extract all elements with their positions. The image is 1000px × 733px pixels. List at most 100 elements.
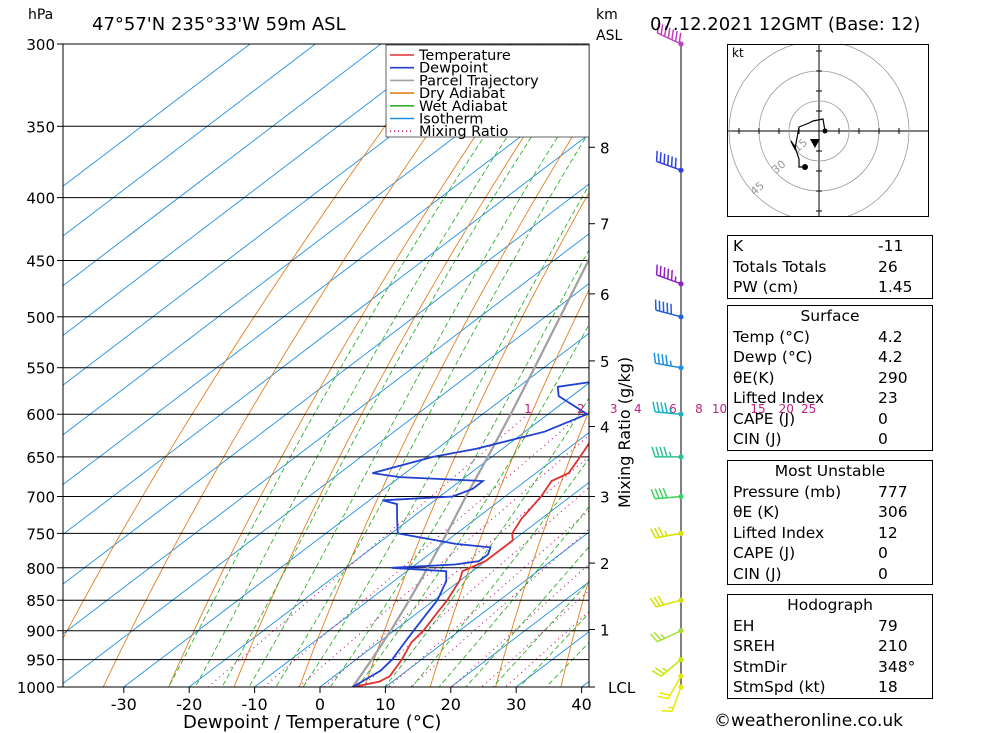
wind-barb-feather <box>665 354 668 366</box>
wind-barb <box>657 675 682 700</box>
temperature-tick-label: 0 <box>315 695 325 714</box>
wind-barb-feather <box>657 353 661 364</box>
height-tick-label: 5 <box>600 353 610 371</box>
wind-barb-feather <box>659 692 671 697</box>
wind-barb-feather <box>661 710 673 713</box>
wind-barb-feather <box>659 152 662 163</box>
wind-barb <box>651 659 682 677</box>
wind-barb-feather <box>659 265 662 277</box>
height-tick-label: 6 <box>600 286 610 304</box>
index-value: -11 <box>873 235 933 257</box>
index-value: 4.2 <box>873 326 933 347</box>
dry-adiabat-line <box>560 577 589 687</box>
index-label: θE(K) <box>727 367 873 388</box>
wind-barb <box>655 264 682 285</box>
wind-barb-feather <box>656 401 660 413</box>
wind-barb-staff <box>655 362 682 369</box>
wind-barb-half-feather <box>660 633 666 639</box>
pressure-tick-label: 950 <box>26 652 55 670</box>
km-label: km <box>596 7 618 23</box>
legend-label: Wet Adiabat <box>419 99 508 115</box>
wind-barb-half-feather <box>662 667 668 672</box>
index-value: 0 <box>873 408 933 429</box>
mixing-ratio-label: 10 <box>712 402 727 416</box>
pressure-tick-label: 850 <box>26 592 55 610</box>
legend-label: Mixing Ratio <box>419 124 509 140</box>
pressure-tick-label: 600 <box>26 406 55 424</box>
legend-label: Dry Adiabat <box>419 86 505 102</box>
isotherm-line <box>123 332 589 687</box>
wet-adiabat-line <box>221 47 589 687</box>
wind-barb-half-feather <box>669 360 672 367</box>
index-label: EH <box>727 615 873 636</box>
index-value: 0 <box>873 563 933 585</box>
indices-table-hodograph: Hodograph EH 79 SREH 210 StmDir 348° StmSpd… <box>727 594 933 699</box>
index-label: Dewp (°C) <box>727 347 873 368</box>
temperature-tick-label: 30 <box>506 695 526 714</box>
mixing-ratio-label: 1 <box>524 402 532 416</box>
wind-barb-feather <box>657 695 669 700</box>
temperature-tick-label: -20 <box>176 695 202 714</box>
isotherm-line <box>253 432 589 687</box>
temperature-line <box>352 441 589 687</box>
wind-barb <box>650 526 682 539</box>
wind-barb-staff <box>655 599 682 608</box>
legend-label: Isotherm <box>419 112 483 128</box>
wind-barb-feather <box>660 402 664 413</box>
mixing-ratio-axis-title: Mixing Ratio (g/kg) <box>615 357 634 508</box>
wind-barb-feather <box>663 446 668 458</box>
wind-barb-feather <box>670 156 673 167</box>
index-label: StmDir <box>727 656 873 677</box>
temperature-tick-label: -30 <box>111 695 137 714</box>
wind-barb-feather <box>649 633 658 643</box>
pressure-tick-label: 400 <box>26 190 55 208</box>
index-label: CIN (J) <box>727 563 873 585</box>
index-label: Pressure (mb) <box>727 481 873 502</box>
dry-adiabat-line <box>495 409 589 687</box>
indices-table-surface: Surface Temp (°C) 4.2 Dewp (°C) 4.2 θE(K) 2… <box>727 305 933 451</box>
index-label: StmSpd (kt) <box>727 677 873 699</box>
wind-barb-staff <box>655 532 682 539</box>
dry-adiabat-line <box>364 191 589 687</box>
wind-barb-feather <box>650 488 656 500</box>
storm-motion-marker <box>810 139 820 148</box>
wind-barb-feather <box>674 30 678 42</box>
pressure-tick-label: 300 <box>26 36 55 54</box>
index-value: 210 <box>873 636 933 657</box>
mixing-ratio-line <box>297 434 589 687</box>
parcel-trajectory-line <box>351 257 589 687</box>
wind-barb-staff <box>655 309 682 318</box>
wind-barb-feather <box>650 528 657 539</box>
height-tick-label: 8 <box>600 139 610 157</box>
profile-lines <box>351 257 589 687</box>
mixing-ratio-label: 4 <box>634 402 642 416</box>
mixing-ratio-label: 3 <box>610 402 618 416</box>
wind-barb <box>651 446 681 458</box>
height-tick-label: 1 <box>600 622 610 640</box>
wind-barb-feather <box>662 487 668 498</box>
wind-barb-staff <box>671 686 682 712</box>
x-axis-title: Dewpoint / Temperature (°C) <box>183 712 441 733</box>
index-label: CAPE (J) <box>727 408 873 429</box>
surface-title: Surface <box>727 305 933 327</box>
index-value: 290 <box>873 367 933 388</box>
asl-label: ASL <box>596 28 622 44</box>
pressure-tick-label: 550 <box>26 360 55 378</box>
pressure-tick-label: 450 <box>26 253 55 271</box>
hodograph-panel: kt 15 30 45 <box>727 40 929 222</box>
wet-adiabat-line <box>275 131 589 687</box>
index-value: 4.2 <box>873 347 933 368</box>
hodograph-surface-dot <box>802 164 808 170</box>
mixing-ratio-line <box>262 413 582 687</box>
wet-adiabat-line <box>302 184 589 687</box>
wind-barb-feather <box>653 352 657 364</box>
index-value: 79 <box>873 615 933 636</box>
wet-adiabat-line <box>329 249 589 687</box>
wind-barb <box>652 401 682 415</box>
dry-adiabat-line <box>429 288 589 687</box>
index-label: Lifted Index <box>727 388 873 409</box>
wind-barb-feather <box>655 150 658 162</box>
pressure-tick-label: 1000 <box>17 679 55 697</box>
indices-table-general: K -11 Totals Totals 26 PW (cm) 1.45 <box>727 235 933 299</box>
